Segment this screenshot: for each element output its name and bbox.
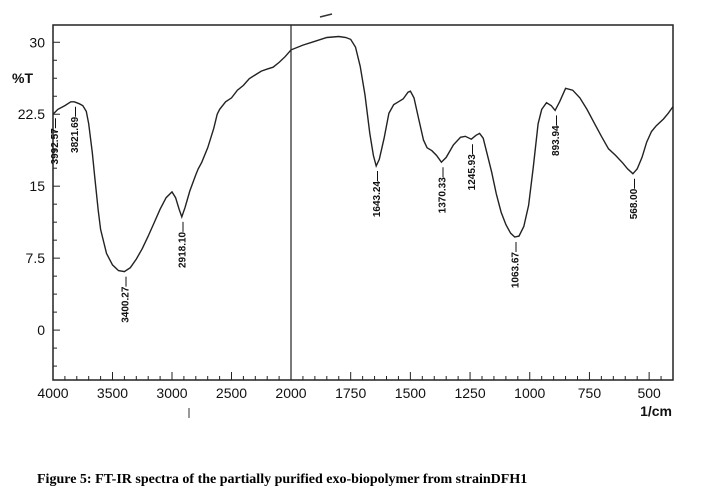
y-tick-label: 7.5 (26, 250, 46, 266)
y-tick-label: 22.5 (18, 106, 45, 122)
x-tick-label: 1000 (514, 385, 545, 401)
y-tick-label: 0 (37, 322, 45, 338)
peak-label: 1245.93— (467, 144, 478, 190)
peak-labels: 3992.57— 3821.69— 3400.27— 2918.10— 1643.24—… (50, 107, 640, 323)
peak-label: 1370.33— (437, 167, 448, 213)
y-tick-label: 15 (29, 178, 45, 194)
spectrum-line (52, 35, 674, 273)
x-tick-label: 2500 (216, 385, 247, 401)
peak-label: 3992.57— (50, 118, 61, 164)
stray-mark (319, 13, 333, 18)
peak-label: 3400.27— (120, 277, 131, 323)
x-tick-label: 2000 (275, 385, 306, 401)
peak-label: 1643.24— (372, 171, 383, 217)
x-tick-label: 4000 (37, 385, 68, 401)
peak-label: 3821.69— (70, 107, 81, 153)
y-tick-label: 30 (29, 34, 45, 50)
x-axis-label: 1/cm (640, 403, 672, 419)
x-tick-label: 3500 (97, 385, 128, 401)
y-axis-label: %T (12, 70, 33, 86)
plot-frame (52, 24, 674, 381)
peak-label: 893.94— (551, 115, 562, 156)
x-tick-label: 1250 (454, 385, 485, 401)
x-axis: 4000 3500 3000 2500 2000 1750 1500 1250 1000 750 5… (37, 372, 674, 401)
y-axis: 0 7.5 15 22.5 30 (18, 34, 60, 367)
x-tick-label: 750 (578, 385, 602, 401)
x-tick-label: 500 (637, 385, 661, 401)
x-tick-label: 3000 (156, 385, 187, 401)
peak-label: 2918.10— (178, 222, 189, 268)
x-tick-label: 1500 (395, 385, 426, 401)
x-tick-label: 1750 (335, 385, 366, 401)
peak-label: 1063.67— (511, 242, 522, 288)
peak-label: 568.00— (629, 179, 640, 220)
figure-caption: Figure 5: FT-IR spectra of the partially… (37, 472, 528, 487)
